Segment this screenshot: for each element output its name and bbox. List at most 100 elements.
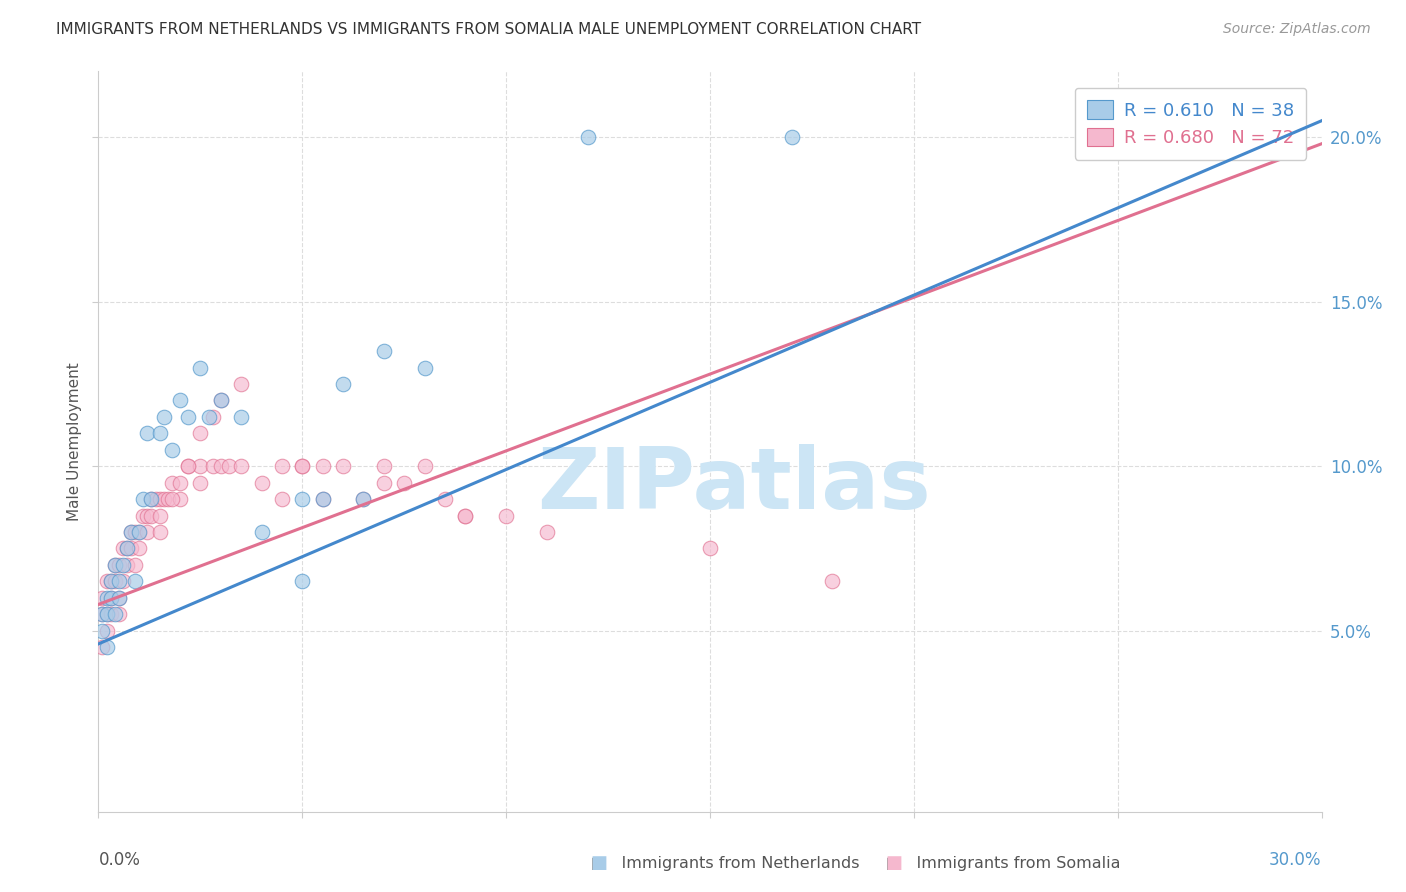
Point xyxy=(124,524,146,539)
Point xyxy=(576,130,599,145)
Point xyxy=(120,541,142,556)
Point xyxy=(111,558,134,572)
Point xyxy=(108,591,131,605)
Point xyxy=(373,459,395,474)
Point xyxy=(152,492,174,507)
Point xyxy=(231,459,253,474)
Point xyxy=(132,508,155,523)
Point xyxy=(332,376,354,391)
Point xyxy=(96,607,118,622)
Point xyxy=(250,475,273,490)
Point xyxy=(160,492,183,507)
Text: 0.0%: 0.0% xyxy=(98,851,141,869)
Point xyxy=(250,524,273,539)
Point xyxy=(115,541,138,556)
Point xyxy=(218,459,240,474)
Point xyxy=(149,524,172,539)
Point xyxy=(141,492,163,507)
Point xyxy=(156,492,179,507)
Point xyxy=(108,591,131,605)
Point xyxy=(124,574,146,589)
Point xyxy=(128,524,150,539)
Point xyxy=(209,393,232,408)
Point xyxy=(209,393,232,408)
Text: 30.0%: 30.0% xyxy=(1270,851,1322,869)
Point xyxy=(108,558,131,572)
Point xyxy=(188,459,212,474)
Y-axis label: Male Unemployment: Male Unemployment xyxy=(66,362,82,521)
Point xyxy=(115,541,138,556)
Point xyxy=(96,591,118,605)
Point xyxy=(188,426,212,441)
Point xyxy=(413,459,436,474)
Point xyxy=(188,475,212,490)
Point xyxy=(291,574,314,589)
Point xyxy=(100,574,122,589)
Point xyxy=(145,492,167,507)
Text: ■   Immigrants from Netherlands: ■ Immigrants from Netherlands xyxy=(591,856,859,871)
Point xyxy=(373,475,395,490)
Point xyxy=(177,459,200,474)
Point xyxy=(270,459,294,474)
Point xyxy=(160,442,183,457)
Point xyxy=(821,574,844,589)
Point xyxy=(780,130,803,145)
Point xyxy=(352,492,374,507)
Point xyxy=(96,607,118,622)
Point xyxy=(209,459,232,474)
Point xyxy=(136,508,159,523)
Point xyxy=(495,508,517,523)
Point xyxy=(96,640,118,655)
Point xyxy=(100,591,122,605)
Point xyxy=(111,541,134,556)
Point xyxy=(169,475,191,490)
Point xyxy=(96,624,118,638)
Point xyxy=(104,574,127,589)
Text: ■: ■ xyxy=(886,855,903,872)
Point xyxy=(91,640,114,655)
Point xyxy=(96,574,118,589)
Point xyxy=(169,492,191,507)
Point xyxy=(332,459,354,474)
Legend: R = 0.610   N = 38, R = 0.680   N = 72: R = 0.610 N = 38, R = 0.680 N = 72 xyxy=(1074,87,1306,160)
Point xyxy=(108,607,131,622)
Point xyxy=(115,558,138,572)
Point xyxy=(132,492,155,507)
Point xyxy=(149,426,172,441)
Point xyxy=(152,409,174,424)
Point xyxy=(104,558,127,572)
Point xyxy=(128,524,150,539)
Point xyxy=(120,524,142,539)
Point xyxy=(104,558,127,572)
Point xyxy=(1188,130,1211,145)
Point xyxy=(91,624,114,638)
Point xyxy=(312,492,335,507)
Point xyxy=(454,508,477,523)
Point xyxy=(536,524,558,539)
Point xyxy=(291,492,314,507)
Point xyxy=(201,409,224,424)
Point xyxy=(141,492,163,507)
Point xyxy=(373,344,395,359)
Point xyxy=(177,409,200,424)
Point xyxy=(136,524,159,539)
Point xyxy=(231,376,253,391)
Point xyxy=(392,475,416,490)
Point xyxy=(111,574,134,589)
Point xyxy=(120,524,142,539)
Point xyxy=(434,492,457,507)
Point xyxy=(699,541,721,556)
Point xyxy=(100,607,122,622)
Point xyxy=(91,607,114,622)
Point xyxy=(149,492,172,507)
Point xyxy=(104,607,127,622)
Point xyxy=(312,492,335,507)
Text: ■   Immigrants from Somalia: ■ Immigrants from Somalia xyxy=(886,856,1121,871)
Point xyxy=(312,459,335,474)
Point xyxy=(100,574,122,589)
Point xyxy=(231,409,253,424)
Point xyxy=(352,492,374,507)
Point xyxy=(91,607,114,622)
Point xyxy=(197,409,219,424)
Point xyxy=(136,426,159,441)
